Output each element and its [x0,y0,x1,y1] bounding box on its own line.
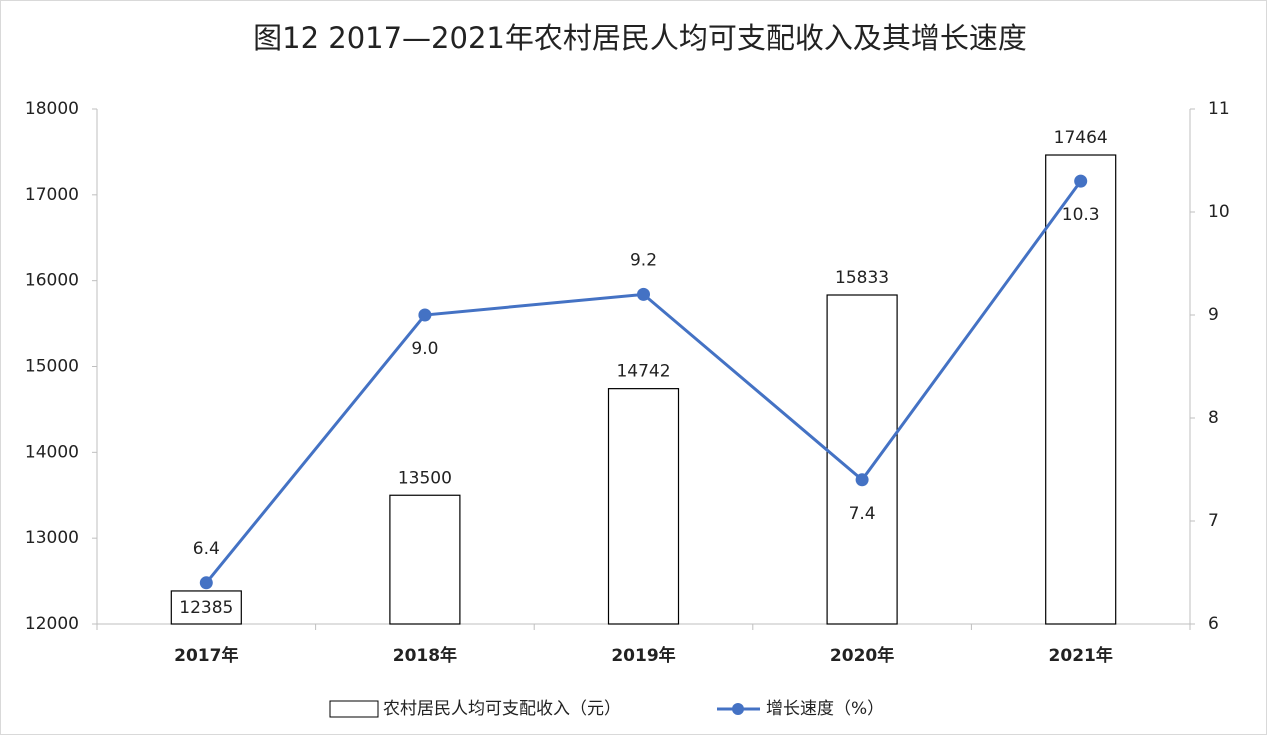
y-tick-label: 15000 [25,357,79,377]
bar-value-label: 15833 [835,268,889,288]
y2-tick-label: 11 [1208,99,1230,119]
line-value-label: 7.4 [849,504,876,524]
bar-value-label: 14742 [616,362,670,382]
line-point [199,576,213,590]
bar-value-label: 17464 [1054,128,1108,148]
bar [170,590,242,625]
chart-title: 图12 2017—2021年农村居民人均可支配收入及其增长速度 [253,21,1027,55]
x-tick-label: 2020年 [830,645,894,666]
bar [1045,154,1117,625]
line-value-label: 9.2 [630,250,657,270]
legend-label: 增长速度（%） [766,699,884,719]
bar [389,494,461,625]
line-value-label: 6.4 [193,539,220,559]
y-tick-label: 17000 [25,185,79,205]
bar-value-label: 13500 [398,468,452,488]
y-tick-label: 18000 [25,99,79,119]
line-value-label: 9.0 [411,339,438,359]
y-tick-label: 13000 [25,528,79,548]
line-value-label: 10.3 [1062,205,1100,225]
legend-swatch [329,700,379,718]
y2-tick-label: 6 [1208,614,1219,634]
bar [607,388,680,625]
x-tick-label: 2017年 [174,645,238,666]
y2-tick-label: 7 [1208,511,1219,531]
y-tick-label: 12000 [25,614,79,634]
legend-swatch [732,703,744,715]
legend: 农村居民人均可支配收入（元） 增长速度（%） [329,699,884,719]
line-point [637,287,650,301]
y2-tick-label: 10 [1208,202,1230,222]
line-point [418,308,432,322]
x-tick-label: 2019年 [611,645,675,666]
y2-tick-label: 8 [1208,408,1219,428]
line-point [855,473,869,487]
y-tick-label: 16000 [25,271,79,291]
bar-value-label: 12385 [179,598,233,618]
y-tick-label: 14000 [25,442,79,462]
x-tick-label: 2018年 [393,645,457,666]
y2-tick-label: 9 [1208,305,1219,325]
legend-label: 农村居民人均可支配收入（元） [383,699,621,719]
line-point [1074,174,1088,188]
x-tick-label: 2021年 [1049,645,1113,666]
